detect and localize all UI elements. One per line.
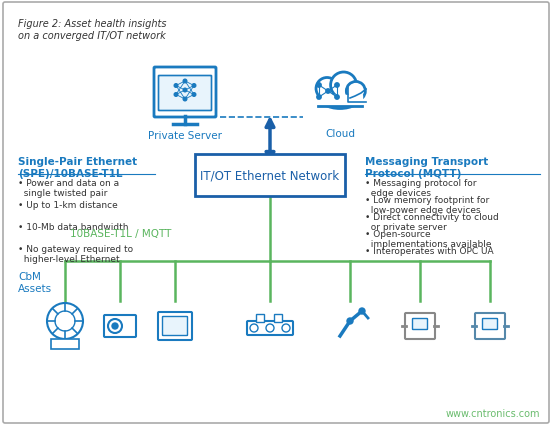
Circle shape [250,324,258,332]
Circle shape [335,95,339,100]
Circle shape [47,303,83,339]
Circle shape [359,308,365,314]
Circle shape [316,78,338,100]
Text: • Messaging protocol for
  edge devices: • Messaging protocol for edge devices [365,178,476,198]
FancyBboxPatch shape [274,314,282,322]
Circle shape [192,84,196,88]
Text: Messaging Transport
Protocol (MQTT): Messaging Transport Protocol (MQTT) [365,157,489,178]
Circle shape [335,83,339,88]
Circle shape [183,98,187,101]
FancyBboxPatch shape [256,314,264,322]
FancyBboxPatch shape [158,312,192,340]
FancyBboxPatch shape [154,68,216,118]
FancyBboxPatch shape [482,319,497,330]
Circle shape [266,324,274,332]
FancyBboxPatch shape [195,155,345,196]
Text: • Low memory footprint for
  low-power edge devices: • Low memory footprint for low-power edg… [365,196,489,215]
Circle shape [282,324,290,332]
FancyBboxPatch shape [412,319,427,330]
Text: Private Server: Private Server [148,131,222,141]
FancyBboxPatch shape [158,76,211,111]
Circle shape [183,89,187,92]
Text: IT/OT Ethernet Network: IT/OT Ethernet Network [200,169,339,182]
Circle shape [192,93,196,97]
Text: Single-Pair Ethernet
(SPE)/10BASE-T1L: Single-Pair Ethernet (SPE)/10BASE-T1L [18,157,137,178]
Circle shape [347,318,353,324]
Text: Figure 2: Asset health insights
on a converged IT/OT network: Figure 2: Asset health insights on a con… [18,19,167,40]
Circle shape [326,89,330,94]
Circle shape [174,84,178,88]
Text: CbM
Assets: CbM Assets [18,271,52,293]
FancyBboxPatch shape [3,3,549,423]
Circle shape [55,311,75,331]
FancyBboxPatch shape [162,317,188,336]
Text: • Interoperates with OPC UA: • Interoperates with OPC UA [365,246,493,256]
Text: • No gateway required to
  higher-level Ethernet: • No gateway required to higher-level Et… [18,245,133,264]
Text: www.cntronics.com: www.cntronics.com [445,408,540,418]
Circle shape [174,93,178,97]
Circle shape [183,80,187,83]
Text: • Open-source
  implementations available: • Open-source implementations available [365,230,491,249]
Text: • Up to 1-km distance: • Up to 1-km distance [18,201,118,210]
Circle shape [346,82,365,101]
Circle shape [108,319,122,333]
FancyBboxPatch shape [475,313,505,339]
Circle shape [317,95,321,100]
Text: • Direct connectivity to cloud
  or private server: • Direct connectivity to cloud or privat… [365,213,499,232]
Ellipse shape [319,84,362,109]
FancyBboxPatch shape [319,96,362,107]
Circle shape [112,323,118,329]
Text: Cloud: Cloud [325,129,355,139]
FancyBboxPatch shape [104,315,136,337]
FancyBboxPatch shape [51,339,79,349]
Circle shape [331,73,357,99]
Text: • 10-Mb data bandwidth: • 10-Mb data bandwidth [18,222,129,231]
Circle shape [317,83,321,88]
FancyBboxPatch shape [247,321,293,335]
Text: • Power and data on a
  single twisted pair: • Power and data on a single twisted pai… [18,178,119,198]
FancyBboxPatch shape [405,313,435,339]
Text: 10BASE-T1L / MQTT: 10BASE-T1L / MQTT [70,228,171,239]
